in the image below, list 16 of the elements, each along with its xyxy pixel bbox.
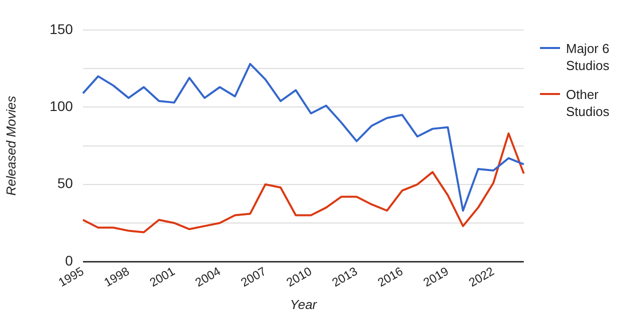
y-tick-label: 150: [50, 20, 74, 37]
y-tick-label: 100: [50, 98, 74, 114]
x-tick-label: 2001: [147, 264, 178, 290]
legend-label: Other Studios: [566, 86, 610, 120]
x-tick-label: 2010: [284, 264, 314, 290]
x-axis-title: Year: [290, 296, 318, 312]
y-tick-label: 50: [57, 175, 74, 192]
x-tick-label: 2016: [375, 264, 406, 290]
y-axis-title: Released Movies: [3, 95, 18, 196]
x-tick-label: 2019: [420, 264, 452, 290]
x-tick-label: 2004: [192, 264, 224, 290]
legend-label: Major 6 Studios: [566, 40, 610, 74]
x-tick-label: 1998: [102, 264, 132, 290]
x-tick-label: 2007: [238, 264, 269, 290]
x-tick-label: 2013: [330, 264, 360, 290]
x-tick-label: 2022: [466, 264, 497, 290]
